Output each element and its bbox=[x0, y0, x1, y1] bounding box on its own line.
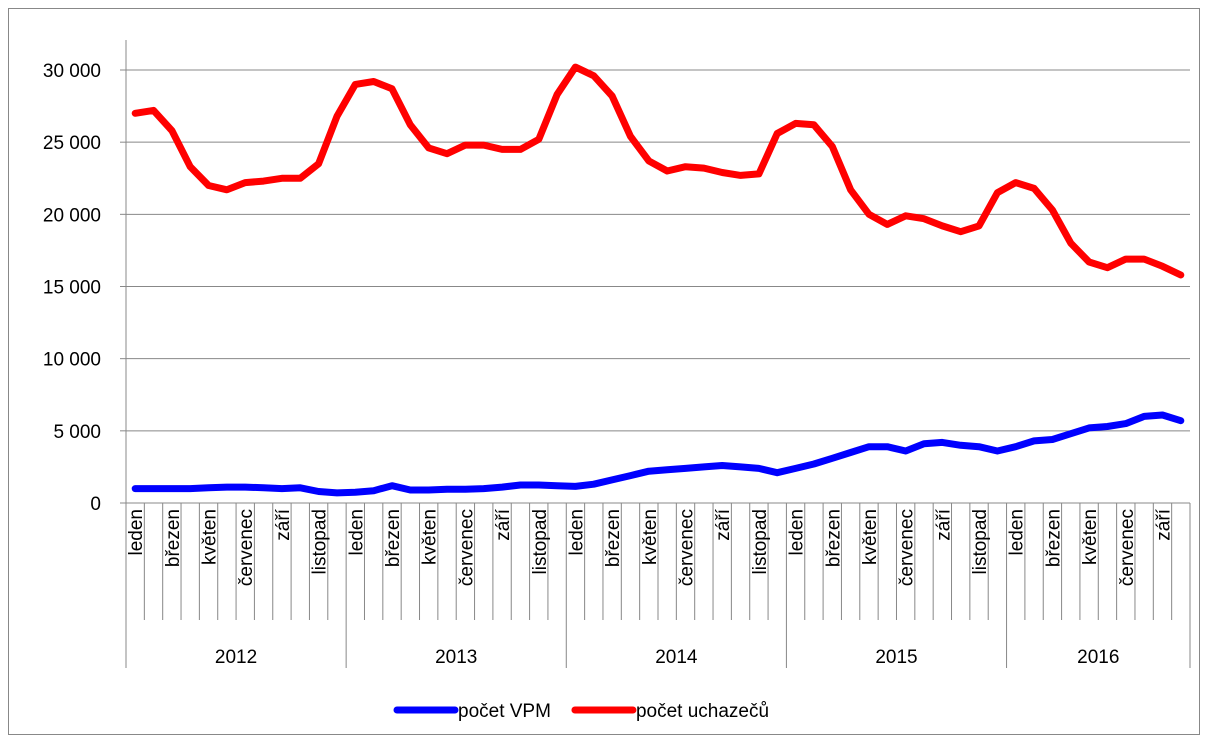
x-tick-label: listopad bbox=[530, 509, 551, 575]
x-tick-label: květen bbox=[200, 509, 221, 565]
x-tick-label: červenec bbox=[236, 509, 257, 586]
x-group-label: 2016 bbox=[1077, 647, 1119, 668]
x-tick-label: březen bbox=[1043, 509, 1064, 567]
x-tick-label: červenec bbox=[1117, 509, 1138, 586]
x-group-label: 2015 bbox=[875, 647, 917, 668]
x-tick-label: září bbox=[1153, 508, 1174, 540]
y-tick-label: 0 bbox=[90, 494, 101, 515]
y-tick-label: 25 000 bbox=[43, 133, 101, 154]
y-tick-label: 5 000 bbox=[53, 422, 101, 443]
x-tick-label: březen bbox=[823, 509, 844, 567]
x-tick-label: březen bbox=[383, 509, 404, 567]
x-tick-label: listopad bbox=[750, 509, 771, 575]
x-tick-label: leden bbox=[1007, 509, 1028, 556]
x-tick-label: květen bbox=[420, 509, 441, 565]
series-line bbox=[131, 63, 1185, 279]
x-tick-label: leden bbox=[126, 509, 147, 556]
x-tick-label: květen bbox=[1080, 509, 1101, 565]
x-group-label: 2014 bbox=[655, 647, 698, 668]
x-tick-label: leden bbox=[787, 509, 808, 556]
x-tick-label: červenec bbox=[897, 509, 918, 586]
y-tick-label: 10 000 bbox=[43, 350, 101, 371]
chart-border bbox=[8, 8, 1200, 735]
legend-label: počet VPM bbox=[458, 701, 551, 722]
x-tick-label: červenec bbox=[456, 509, 477, 586]
x-tick-label: květen bbox=[640, 509, 661, 565]
legend-label: počet uchazečů bbox=[636, 701, 769, 722]
y-tick-label: 30 000 bbox=[43, 61, 101, 82]
x-tick-label: listopad bbox=[970, 509, 991, 575]
y-tick-label: 20 000 bbox=[43, 205, 101, 226]
x-tick-label: květen bbox=[860, 509, 881, 565]
series-line bbox=[131, 411, 1185, 497]
x-tick-label: září bbox=[933, 508, 954, 540]
x-group-label: 2013 bbox=[435, 647, 477, 668]
x-tick-label: leden bbox=[566, 509, 587, 556]
x-group-label: 2012 bbox=[215, 647, 257, 668]
y-tick-label: 15 000 bbox=[43, 278, 101, 299]
x-tick-label: červenec bbox=[677, 509, 698, 586]
x-tick-label: březen bbox=[163, 509, 184, 567]
x-tick-label: září bbox=[713, 508, 734, 540]
x-tick-label: září bbox=[273, 508, 294, 540]
x-tick-label: září bbox=[493, 508, 514, 540]
x-tick-label: listopad bbox=[310, 509, 331, 575]
x-tick-label: březen bbox=[603, 509, 624, 567]
x-tick-label: leden bbox=[346, 509, 367, 556]
